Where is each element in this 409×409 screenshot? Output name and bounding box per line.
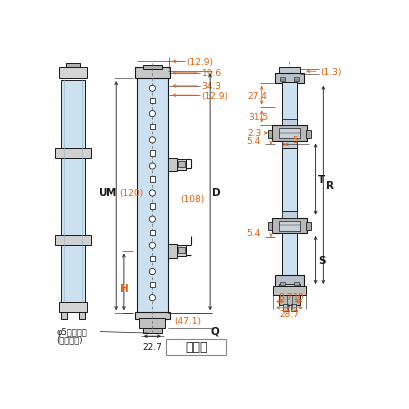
Text: 5: 5 bbox=[292, 136, 297, 145]
Text: U: U bbox=[99, 188, 107, 198]
Bar bbox=[293, 78, 298, 82]
Circle shape bbox=[149, 137, 155, 144]
Bar bbox=[178, 161, 185, 167]
Bar bbox=[272, 286, 305, 296]
Bar bbox=[281, 120, 297, 126]
Text: M: M bbox=[106, 188, 117, 198]
Bar bbox=[167, 158, 177, 172]
Bar bbox=[177, 246, 186, 256]
Bar bbox=[281, 141, 297, 149]
Text: (120): (120) bbox=[119, 188, 143, 197]
Bar bbox=[139, 319, 165, 329]
Text: (47.1): (47.1) bbox=[173, 317, 200, 326]
Text: S: S bbox=[317, 255, 325, 265]
Text: 2.3: 2.3 bbox=[247, 129, 261, 138]
Bar bbox=[149, 282, 155, 288]
Bar bbox=[166, 339, 226, 355]
Bar bbox=[267, 222, 272, 230]
Text: 10: 10 bbox=[292, 292, 304, 301]
Bar bbox=[149, 151, 155, 156]
Text: D: D bbox=[212, 188, 220, 198]
Bar bbox=[149, 99, 155, 104]
Bar bbox=[281, 149, 297, 212]
Bar bbox=[271, 126, 306, 141]
Bar bbox=[149, 256, 155, 261]
Bar bbox=[281, 212, 297, 218]
Text: T: T bbox=[317, 175, 324, 184]
Bar bbox=[274, 74, 303, 84]
Circle shape bbox=[149, 295, 155, 301]
Bar bbox=[281, 234, 297, 276]
Bar bbox=[290, 304, 295, 311]
Text: 22.7: 22.7 bbox=[142, 342, 162, 351]
Bar bbox=[281, 83, 297, 125]
Circle shape bbox=[149, 164, 155, 170]
Text: 受光器: 受光器 bbox=[184, 341, 207, 354]
Bar bbox=[79, 312, 85, 319]
Text: (108): (108) bbox=[180, 194, 204, 203]
Bar bbox=[143, 66, 161, 70]
Bar bbox=[134, 68, 170, 79]
Bar bbox=[278, 68, 299, 74]
Text: φ5灰色電線: φ5灰色電線 bbox=[56, 327, 87, 336]
Bar bbox=[278, 284, 299, 288]
Text: (1.3): (1.3) bbox=[319, 67, 341, 76]
Circle shape bbox=[149, 269, 155, 275]
Bar bbox=[274, 276, 303, 287]
Circle shape bbox=[149, 216, 155, 222]
Text: Q: Q bbox=[209, 325, 218, 335]
Bar bbox=[61, 81, 85, 303]
Text: H: H bbox=[119, 284, 128, 294]
Bar bbox=[271, 218, 306, 234]
Text: 5.4: 5.4 bbox=[246, 229, 260, 238]
Text: 19.6: 19.6 bbox=[201, 69, 221, 78]
Bar bbox=[167, 244, 177, 258]
Text: 8.7: 8.7 bbox=[278, 292, 292, 301]
Bar bbox=[55, 236, 90, 245]
Bar bbox=[149, 125, 155, 130]
Bar bbox=[137, 77, 167, 313]
Bar bbox=[134, 312, 170, 319]
Circle shape bbox=[149, 243, 155, 249]
Text: (12.9): (12.9) bbox=[201, 92, 228, 101]
Bar bbox=[293, 282, 298, 285]
Bar bbox=[279, 78, 284, 82]
Text: R: R bbox=[325, 181, 333, 191]
Bar bbox=[278, 295, 299, 305]
Text: 31.5: 31.5 bbox=[247, 113, 267, 122]
Bar bbox=[59, 302, 87, 312]
Bar bbox=[149, 230, 155, 235]
Circle shape bbox=[149, 111, 155, 117]
Bar bbox=[306, 130, 310, 138]
Bar bbox=[61, 312, 67, 319]
Bar bbox=[143, 328, 161, 333]
Circle shape bbox=[149, 86, 155, 92]
Text: 28.7: 28.7 bbox=[279, 310, 299, 319]
Bar bbox=[55, 149, 90, 158]
Bar bbox=[178, 247, 185, 254]
Bar bbox=[177, 160, 186, 171]
Bar bbox=[59, 67, 87, 79]
Text: (帶黑色線): (帶黑色線) bbox=[56, 335, 83, 344]
Text: 27.4: 27.4 bbox=[247, 92, 267, 101]
Bar bbox=[267, 130, 272, 138]
Bar bbox=[278, 221, 299, 231]
Circle shape bbox=[149, 191, 155, 197]
Text: (12.9): (12.9) bbox=[186, 58, 213, 67]
Bar bbox=[306, 222, 310, 230]
Bar bbox=[66, 64, 80, 68]
Bar bbox=[149, 204, 155, 209]
Text: 34.3: 34.3 bbox=[201, 82, 221, 91]
Bar bbox=[283, 304, 287, 311]
Bar bbox=[279, 282, 284, 285]
Bar bbox=[278, 129, 299, 139]
Text: 5.4: 5.4 bbox=[246, 137, 260, 146]
Bar bbox=[149, 177, 155, 182]
Bar bbox=[281, 234, 297, 241]
